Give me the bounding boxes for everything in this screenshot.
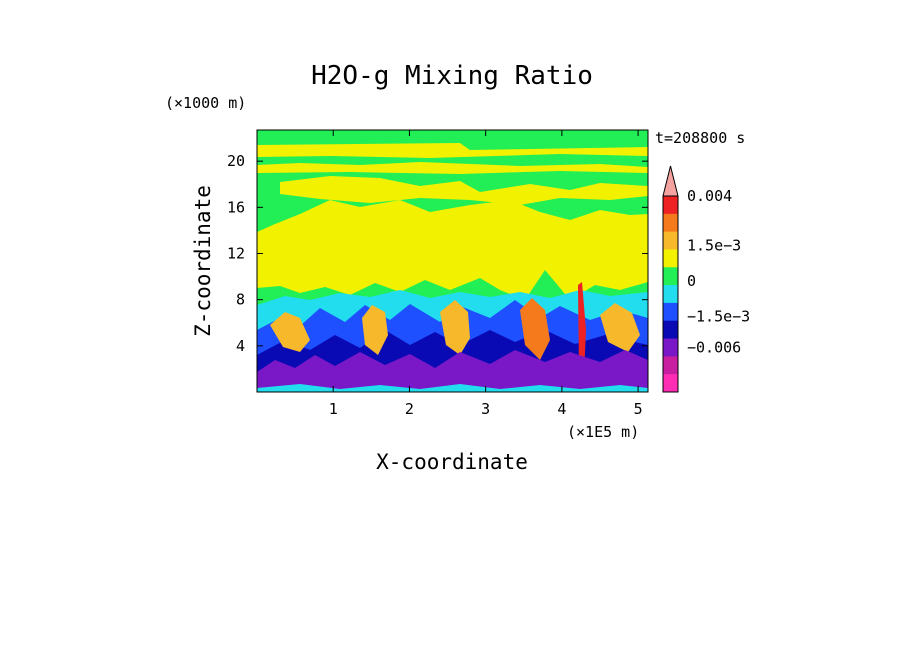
x-unit-label: (×1E5 m) bbox=[567, 423, 639, 441]
colorbar-swatch bbox=[663, 285, 678, 304]
time-label: t=208800 s bbox=[655, 129, 745, 147]
colorbar-swatch bbox=[663, 196, 678, 215]
heatmap-field bbox=[257, 130, 648, 392]
field-orange-plume-1 bbox=[270, 312, 310, 352]
colorbar-swatch bbox=[663, 213, 678, 233]
y-axis: 4 8 12 16 20 bbox=[227, 152, 648, 355]
colorbar-swatch bbox=[663, 356, 678, 375]
field-purple-floor bbox=[257, 350, 648, 392]
colorbar-label: −0.006 bbox=[687, 338, 741, 356]
field-orange-plume-5 bbox=[600, 303, 640, 352]
x-axis-title: X-coordinate bbox=[376, 450, 528, 474]
x-tick-label: 3 bbox=[481, 400, 490, 418]
colorbar-swatch bbox=[663, 267, 678, 286]
y-unit-label: (×1000 m) bbox=[165, 94, 246, 112]
x-tick-label: 5 bbox=[634, 400, 643, 418]
field-cyan-fringe bbox=[257, 384, 648, 392]
colorbar-cap bbox=[662, 165, 679, 197]
field-orange-plume-3 bbox=[440, 300, 470, 355]
x-axis: 1 2 3 4 5 bbox=[329, 130, 643, 418]
y-tick-label: 12 bbox=[227, 244, 245, 262]
colorbar-label: 0.004 bbox=[687, 187, 732, 205]
y-tick-label: 20 bbox=[227, 152, 245, 170]
field-yellow-wave bbox=[280, 176, 648, 205]
x-tick-label: 4 bbox=[557, 400, 566, 418]
colorbar-swatch bbox=[663, 249, 678, 268]
y-tick-label: 4 bbox=[236, 337, 245, 355]
field-yellow-top bbox=[257, 143, 648, 158]
y-tick-label: 8 bbox=[236, 291, 245, 309]
colorbar-swatch bbox=[663, 374, 678, 393]
chart-title: H2O-g Mixing Ratio bbox=[311, 61, 593, 91]
colorbar-label: 1.5e−3 bbox=[687, 236, 741, 254]
y-tick-label: 16 bbox=[227, 198, 245, 216]
field-orange-plume-2 bbox=[362, 305, 388, 355]
y-axis-title: Z-coordinate bbox=[191, 185, 215, 337]
x-tick-label: 2 bbox=[405, 400, 414, 418]
x-tick-label: 1 bbox=[329, 400, 338, 418]
plot-frame bbox=[256, 129, 649, 393]
colorbar: 0.004 1.5e−3 0 −1.5e−3 −0.006 bbox=[662, 165, 750, 393]
field-red-streak bbox=[578, 282, 586, 375]
colorbar-swatch bbox=[663, 302, 678, 322]
colorbar-label: 0 bbox=[687, 272, 696, 290]
colorbar-swatch bbox=[663, 338, 678, 357]
field-yellow-main bbox=[257, 200, 648, 300]
field-orange-plume-4 bbox=[520, 298, 550, 360]
colorbar-swatch bbox=[663, 231, 678, 250]
colorbar-label: −1.5e−3 bbox=[687, 308, 750, 326]
colorbar-swatch bbox=[663, 320, 678, 340]
field-yellow-streak bbox=[257, 162, 648, 174]
colorbar-frame bbox=[662, 195, 679, 393]
